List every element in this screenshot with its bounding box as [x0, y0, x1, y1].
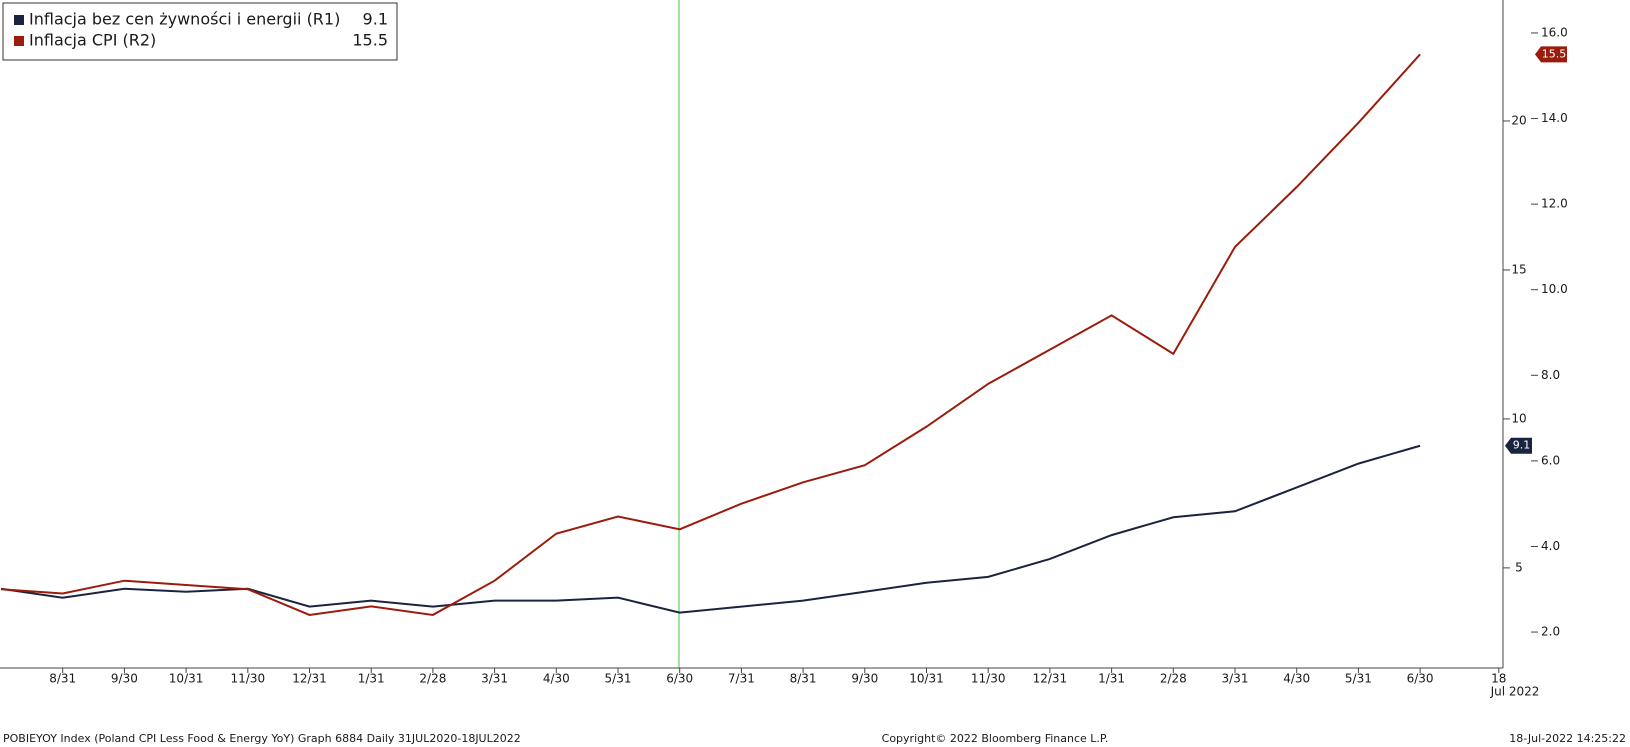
y-tick-label: 20	[1511, 113, 1526, 127]
y-tick-label: 5	[1515, 560, 1523, 574]
x-tick-label: 5/31	[1345, 672, 1372, 686]
legend-swatch	[14, 36, 24, 46]
x-tick-label: 8/31	[790, 672, 817, 686]
legend-value: 9.1	[363, 10, 388, 29]
x-tick-label: 11/30	[231, 672, 266, 686]
series-line	[0, 53, 1421, 616]
x-tick-label: 1/31	[358, 672, 385, 686]
legend-value: 15.5	[352, 31, 388, 50]
x-tick-label: 4/30	[543, 672, 570, 686]
legend	[2, 2, 398, 61]
x-tick-label: 12/31	[292, 672, 327, 686]
x-tick-label: 11/30	[971, 672, 1006, 686]
badge-label: 9.1	[1513, 439, 1531, 452]
legend-swatch	[14, 15, 24, 25]
x-tick-label: 3/31	[481, 672, 508, 686]
y2-tick-label: 2.0	[1541, 625, 1560, 639]
value-badge	[1505, 437, 1532, 454]
year-label: Jul 2022	[1490, 685, 1540, 699]
y2-tick-label: 8.0	[1541, 368, 1560, 382]
y-tick-label: 10	[1511, 411, 1526, 425]
footer-right: 18-Jul-2022 14:25:22	[1509, 732, 1626, 745]
x-tick-label: 10/31	[909, 672, 944, 686]
badge-label: 15.5	[1542, 47, 1567, 60]
x-tick-label: 6/30	[1407, 672, 1434, 686]
x-tick-label: 6/30	[666, 672, 693, 686]
footer-center: Copyright© 2022 Bloomberg Finance L.P.	[882, 732, 1109, 745]
x-tick-label: 4/30	[1283, 672, 1310, 686]
footer-left: POBIEYOY Index (Poland CPI Less Food & E…	[3, 732, 521, 745]
y2-tick-label: 10.0	[1541, 282, 1568, 296]
x-tick-label: 18	[1491, 672, 1506, 686]
y2-tick-label: 16.0	[1541, 25, 1568, 39]
x-tick-label: 2/28	[1160, 672, 1187, 686]
x-tick-label: 10/31	[169, 672, 204, 686]
x-tick-label: 8/31	[49, 672, 76, 686]
x-tick-label: 2/28	[419, 672, 446, 686]
legend-label: Inflacja bez cen żywności i energii (R1)	[29, 10, 340, 29]
x-tick-label: 5/31	[605, 672, 632, 686]
y2-tick-label: 6.0	[1541, 453, 1560, 467]
legend-label: Inflacja CPI (R2)	[29, 31, 156, 50]
y2-tick-label: 12.0	[1541, 197, 1568, 211]
x-tick-label: 9/30	[111, 672, 138, 686]
x-tick-label: 1/31	[1098, 672, 1125, 686]
y-tick-label: 15	[1511, 262, 1526, 276]
x-tick-label: 9/30	[851, 672, 878, 686]
y2-tick-label: 4.0	[1541, 539, 1560, 553]
x-tick-label: 7/31	[728, 672, 755, 686]
x-tick-label: 12/31	[1033, 672, 1068, 686]
value-badge	[1535, 46, 1567, 63]
x-tick-label: 3/31	[1222, 672, 1249, 686]
y2-tick-label: 14.0	[1541, 111, 1568, 125]
